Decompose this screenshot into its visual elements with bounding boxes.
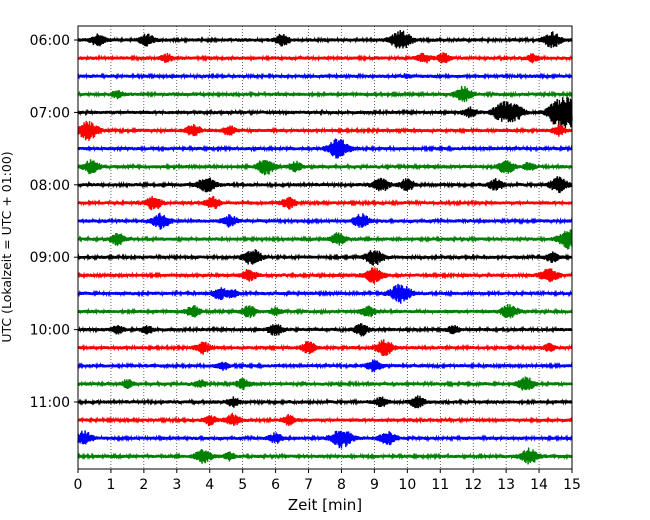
y-tick-label: 07:00 xyxy=(30,105,70,121)
x-tick-label: 0 xyxy=(74,477,83,493)
seismogram-trace xyxy=(77,339,573,357)
seismogram-trace xyxy=(77,52,573,64)
trace-group xyxy=(77,29,573,465)
seismogram-trace xyxy=(77,176,573,194)
y-tick-label: 06:00 xyxy=(30,33,70,49)
seismogram-trace xyxy=(77,72,573,81)
x-tick-label: 1 xyxy=(106,477,115,493)
x-tick-label: 9 xyxy=(370,477,379,493)
grid-lines xyxy=(110,26,540,469)
x-tick-label: 10 xyxy=(398,477,416,493)
y-tick-label: 11:00 xyxy=(30,395,70,411)
y-tick-label: 08:00 xyxy=(30,178,70,194)
seismogram-trace xyxy=(77,323,573,337)
seismogram-trace xyxy=(77,359,573,373)
seismogram-trace xyxy=(77,29,573,49)
seismogram-trace xyxy=(77,159,573,176)
x-axis-label: Zeit [min] xyxy=(288,496,362,514)
x-tick-label: 15 xyxy=(563,477,581,493)
x-tick-label: 14 xyxy=(530,477,548,493)
seismogram-trace xyxy=(77,447,573,465)
plot-frame-background xyxy=(78,26,572,469)
seismogram-trace xyxy=(77,249,573,266)
y-axis-label: UTC (Lokalzeit = UTC + 01:00) xyxy=(0,151,14,342)
seismogram-trace xyxy=(77,229,573,250)
x-tick-label: 12 xyxy=(464,477,482,493)
x-tick-label: 3 xyxy=(172,477,181,493)
y-tick-label: 10:00 xyxy=(30,323,70,339)
y-axis-ticks: 06:00 07:00 08:00 09:00 10:00 11:00 xyxy=(30,33,78,411)
x-axis-ticks: 0 1 2 3 4 5 6 7 8 9 10 11 12 13 14 15 xyxy=(74,469,581,493)
seismogram-trace xyxy=(77,395,573,409)
seismogram-trace xyxy=(77,376,573,391)
x-tick-label: 11 xyxy=(431,477,449,493)
seismogram-trace xyxy=(77,283,573,304)
x-tick-label: 8 xyxy=(337,477,346,493)
seismogram-trace xyxy=(77,97,573,129)
y-tick-label: 09:00 xyxy=(30,250,70,266)
seismogram-trace xyxy=(77,212,573,230)
seismogram-trace xyxy=(77,120,573,141)
seismogram-trace xyxy=(77,195,573,211)
seismogram-trace xyxy=(77,430,573,449)
seismogram-trace xyxy=(77,267,573,284)
x-tick-label: 4 xyxy=(205,477,214,493)
x-tick-label: 5 xyxy=(238,477,247,493)
x-tick-label: 7 xyxy=(304,477,313,493)
seismogram-trace xyxy=(77,412,573,427)
seismogram-trace xyxy=(77,138,573,159)
seismogram-trace xyxy=(77,85,573,103)
seismogram-trace xyxy=(77,303,573,319)
plot-frame xyxy=(77,25,573,470)
x-tick-label: 6 xyxy=(271,477,280,493)
x-tick-label: 2 xyxy=(139,477,148,493)
x-tick-label: 13 xyxy=(497,477,515,493)
